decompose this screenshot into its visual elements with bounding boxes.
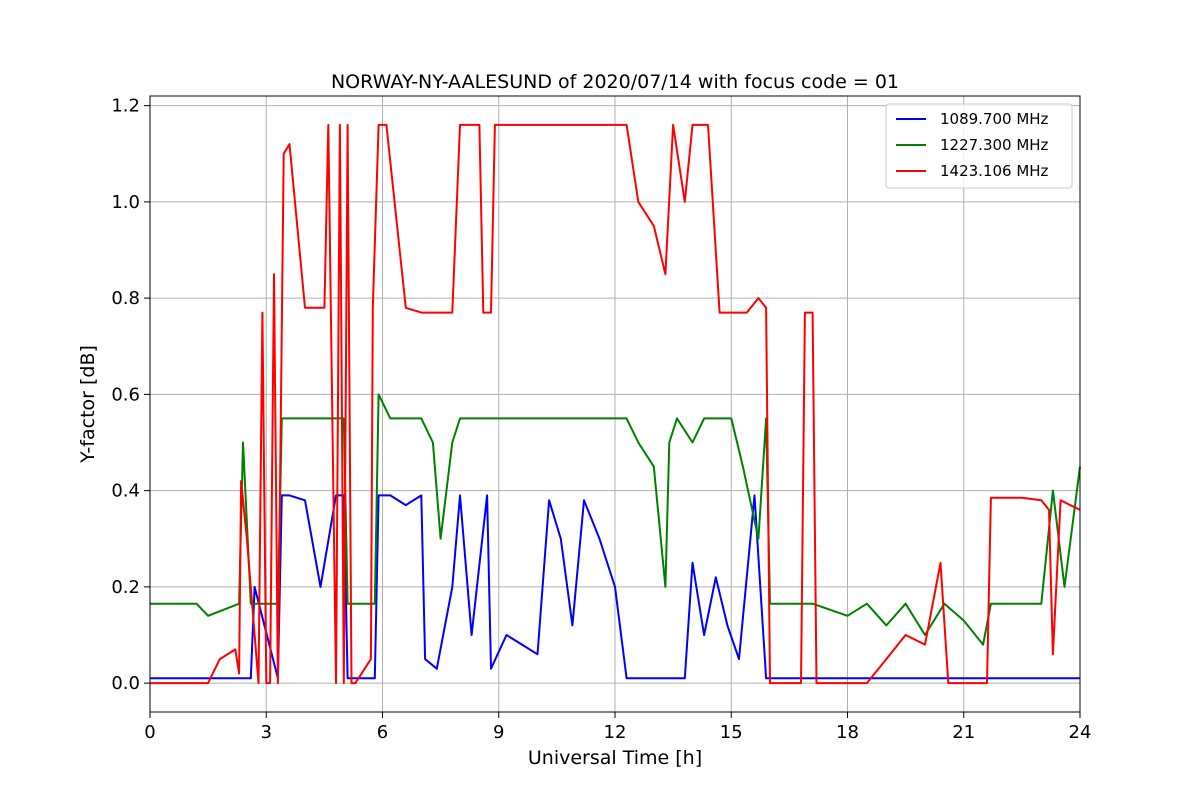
- legend-box: [885, 103, 1073, 189]
- x-tick-label: 3: [261, 722, 272, 743]
- legend-label-2: 1423.106 MHz: [940, 162, 1049, 180]
- y-tick-label: 0.6: [111, 384, 140, 405]
- series-line-2: [150, 123, 1081, 685]
- y-tick-label: 0.4: [111, 481, 140, 502]
- x-tick-label: 0: [144, 722, 155, 743]
- y-tick-label: 1.0: [111, 192, 140, 213]
- x-axis-label: Universal Time [h]: [528, 747, 702, 769]
- ticks: 0 3 6 9 12 15 18 21 24 0.0 0.2 0.4 0.6 0.8 1.0 1.2: [111, 96, 1091, 743]
- x-tick-label: 12: [604, 722, 627, 743]
- legend-label-0: 1089.700 MHz: [940, 110, 1049, 128]
- y-tick-label: 0.8: [111, 288, 140, 309]
- x-tick-label: 9: [493, 722, 504, 743]
- y-tick-label: 1.2: [111, 96, 140, 117]
- x-tick-label: 24: [1069, 722, 1092, 743]
- legend-label-1: 1227.300 MHz: [940, 136, 1049, 154]
- x-tick-label: 21: [952, 722, 975, 743]
- x-tick-label: 6: [377, 722, 388, 743]
- grid: [149, 96, 1081, 712]
- x-tick-label: 18: [836, 722, 859, 743]
- y-tick-label: 0.2: [111, 577, 140, 598]
- chart-title: NORWAY-NY-AALESUND of 2020/07/14 with fo…: [331, 71, 899, 93]
- y-tick-label: 0.0: [111, 673, 140, 694]
- y-axis-label: Y-factor [dB]: [77, 345, 99, 464]
- x-tick-label: 15: [720, 722, 743, 743]
- series-layer: [150, 123, 1081, 685]
- legend: 1089.700 MHz 1227.300 MHz 1423.106 MHz: [885, 103, 1073, 189]
- series-line-1: [150, 393, 1081, 646]
